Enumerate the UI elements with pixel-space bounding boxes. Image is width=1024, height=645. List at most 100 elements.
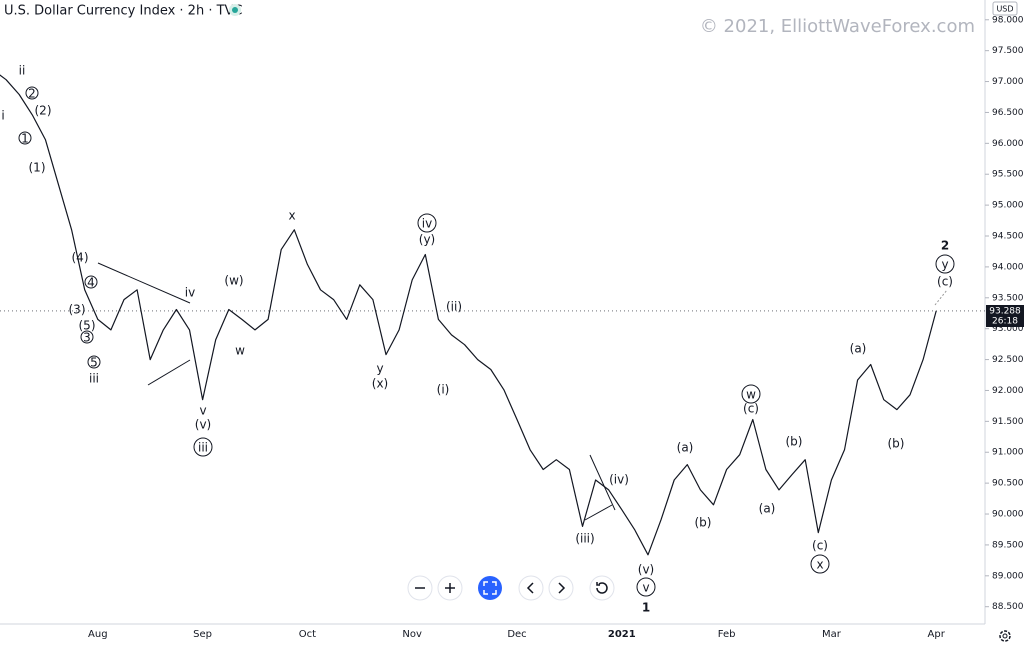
wave-label: 1 — [21, 132, 29, 146]
y-tick-label: 92.500 — [992, 355, 1024, 365]
y-tick-label: 90.500 — [992, 479, 1024, 489]
wave-label: (a) — [759, 502, 776, 516]
y-tick-label: 94.000 — [992, 262, 1024, 272]
y-tick-label: 90.000 — [992, 510, 1024, 520]
wave-label: (v) — [195, 418, 211, 432]
wave-label: v — [199, 404, 206, 418]
wave-label: iv — [422, 217, 432, 231]
wave-label: (w) — [224, 274, 243, 288]
settings-button[interactable] — [999, 630, 1011, 642]
last-price: 93.288 — [989, 307, 1021, 317]
wave-label: x — [288, 209, 295, 223]
y-tick-label: 91.500 — [992, 417, 1024, 427]
wave-label: w — [235, 344, 245, 358]
wave-label: y — [941, 258, 948, 272]
watermark: © 2021, ElliottWaveForex.com — [700, 16, 975, 37]
zoom-in-button[interactable] — [437, 575, 463, 601]
wave-label: i — [1, 109, 4, 123]
wave-circle — [80, 330, 94, 344]
y-tick-label: 97.500 — [992, 46, 1024, 56]
x-tick-label: Feb — [718, 629, 736, 640]
y-tick-label: 92.000 — [992, 386, 1024, 396]
y-tick-label: 93.000 — [992, 324, 1024, 334]
wave-label: w — [746, 388, 756, 402]
y-tick-label: 97.000 — [992, 77, 1024, 87]
wave-label: (v) — [638, 563, 654, 577]
y-tick-label: 94.500 — [992, 232, 1024, 242]
wave-label: (a) — [677, 441, 694, 455]
wave-circle — [87, 355, 101, 369]
wave-label: (b) — [786, 435, 803, 449]
wave-circle — [810, 554, 830, 574]
reset-button[interactable] — [478, 576, 502, 600]
wave-circle — [84, 275, 98, 289]
wave-circle — [25, 86, 39, 100]
wave-label: (c) — [812, 539, 828, 553]
wave-label: (2) — [35, 104, 52, 118]
wave-label: 2 — [28, 87, 36, 101]
wave-label: (b) — [695, 516, 712, 530]
y-tick-label: 95.000 — [992, 201, 1024, 211]
status-dot — [232, 7, 238, 13]
wave-label: (y) — [419, 233, 435, 247]
wave-label: (x) — [372, 377, 388, 391]
price-line — [0, 74, 937, 556]
currency: USD — [996, 5, 1013, 14]
x-tick-label: 2021 — [608, 629, 636, 640]
y-tick-label: 91.000 — [992, 448, 1024, 458]
countdown: 26:18 — [992, 317, 1018, 327]
x-tick-label: Nov — [402, 629, 422, 640]
wave-label: iv — [185, 286, 195, 300]
wave-label: 5 — [90, 356, 98, 370]
trendlines — [97, 262, 948, 521]
wave-label: 2 — [941, 239, 949, 253]
wave-label: 3 — [83, 331, 91, 345]
wave-label: v — [642, 581, 649, 595]
wave-label: (b) — [888, 437, 905, 451]
chart-title: U.S. Dollar Currency Index · 2h · TVC — [4, 4, 243, 19]
x-tick-label: Apr — [928, 629, 946, 640]
wave-label: iii — [198, 441, 208, 455]
wave-label: (1) — [29, 161, 46, 175]
wave-label: (5) — [79, 319, 96, 333]
wave-label: y — [376, 362, 383, 376]
wave-label: 4 — [87, 276, 95, 290]
wave-label: (c) — [743, 402, 759, 416]
wave-label: iii — [89, 372, 99, 386]
wave-circle — [417, 213, 437, 233]
wave-label: (iii) — [575, 532, 594, 546]
wave-circle — [935, 254, 955, 274]
scroll-right-button[interactable] — [548, 575, 574, 601]
wave-label: 1 — [642, 601, 650, 615]
zoom-out-button[interactable] — [407, 575, 433, 601]
x-tick-label: Aug — [88, 629, 108, 640]
y-tick-label: 88.500 — [992, 602, 1024, 612]
wave-circle — [193, 437, 213, 457]
toolbar — [407, 575, 1011, 642]
x-tick-label: Dec — [507, 629, 526, 640]
y-tick-label: 96.500 — [992, 108, 1024, 118]
wave-label: (3) — [69, 303, 86, 317]
wave-label: (4) — [72, 251, 89, 265]
wave-label: (iv) — [609, 473, 629, 487]
x-tick-label: Sep — [193, 629, 212, 640]
wave-label: ii — [19, 64, 26, 78]
wave-circle — [636, 577, 656, 597]
wave-label: (c) — [937, 275, 953, 289]
y-tick-label: 95.500 — [992, 170, 1024, 180]
y-tick-label: 89.500 — [992, 540, 1024, 550]
wave-label: x — [816, 558, 823, 572]
refresh-button[interactable] — [589, 575, 615, 601]
wave-label: (i) — [437, 383, 450, 397]
wave-circle — [18, 131, 32, 145]
y-tick-label: 96.000 — [992, 139, 1024, 149]
wave-label: (ii) — [446, 300, 462, 314]
scroll-left-button[interactable] — [518, 575, 544, 601]
x-tick-label: Oct — [299, 629, 316, 640]
wave-label: (a) — [850, 342, 867, 356]
currency-box — [992, 1, 1018, 16]
y-tick-label: 93.500 — [992, 293, 1024, 303]
wave-circle — [741, 384, 761, 404]
x-tick-label: Mar — [822, 629, 842, 640]
